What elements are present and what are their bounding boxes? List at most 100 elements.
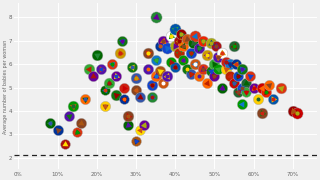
Point: [133, 77, 139, 80]
Point: [67, 114, 72, 117]
Point: [90, 75, 95, 77]
Point: [232, 44, 237, 47]
Point: [173, 44, 178, 47]
Point: [234, 63, 239, 66]
Point: [216, 68, 221, 70]
Point: [110, 63, 115, 66]
Point: [165, 75, 170, 77]
Point: [133, 89, 139, 91]
Point: [263, 91, 268, 94]
Point: [118, 51, 123, 54]
Point: [200, 68, 205, 70]
Point: [180, 58, 186, 61]
Point: [122, 98, 127, 101]
Point: [251, 86, 256, 89]
Point: [137, 128, 142, 131]
Point: [177, 39, 182, 42]
Point: [271, 98, 276, 101]
Point: [141, 124, 147, 127]
Point: [259, 112, 264, 115]
Point: [78, 121, 84, 124]
Point: [220, 51, 225, 54]
Point: [153, 75, 158, 77]
Point: [71, 105, 76, 108]
Point: [153, 75, 158, 77]
Point: [71, 105, 76, 108]
Y-axis label: Average number of babies per woman: Average number of babies per woman: [4, 39, 8, 134]
Point: [177, 51, 182, 54]
Point: [236, 91, 241, 94]
Point: [216, 56, 221, 59]
Point: [291, 110, 296, 112]
Point: [114, 75, 119, 77]
Point: [145, 51, 150, 54]
Point: [188, 51, 194, 54]
Point: [169, 60, 174, 63]
Point: [47, 121, 52, 124]
Point: [102, 89, 107, 91]
Point: [220, 86, 225, 89]
Point: [130, 65, 135, 68]
Point: [83, 98, 88, 101]
Point: [247, 75, 252, 77]
Point: [192, 35, 197, 38]
Point: [157, 44, 162, 47]
Point: [106, 82, 111, 84]
Point: [200, 68, 205, 70]
Point: [243, 91, 248, 94]
Point: [169, 35, 174, 38]
Point: [177, 39, 182, 42]
Point: [137, 96, 142, 98]
Point: [149, 84, 154, 87]
Point: [63, 142, 68, 145]
Point: [188, 72, 194, 75]
Point: [228, 75, 233, 77]
Point: [118, 51, 123, 54]
Point: [239, 68, 244, 70]
Point: [125, 124, 131, 127]
Point: [216, 68, 221, 70]
Point: [294, 112, 300, 115]
Point: [169, 60, 174, 63]
Point: [180, 58, 186, 61]
Point: [133, 89, 139, 91]
Point: [137, 96, 142, 98]
Point: [214, 44, 219, 47]
Point: [157, 70, 162, 73]
Point: [122, 86, 127, 89]
Point: [71, 105, 76, 108]
Point: [141, 124, 147, 127]
Point: [224, 60, 229, 63]
Point: [279, 86, 284, 89]
Point: [173, 65, 178, 68]
Point: [141, 124, 147, 127]
Point: [212, 63, 217, 66]
Point: [133, 77, 139, 80]
Point: [179, 32, 184, 35]
Point: [228, 63, 233, 66]
Point: [153, 58, 158, 61]
Point: [110, 63, 115, 66]
Point: [192, 63, 197, 66]
Point: [83, 98, 88, 101]
Point: [63, 142, 68, 145]
Point: [259, 112, 264, 115]
Point: [161, 82, 166, 84]
Point: [224, 68, 229, 70]
Point: [94, 53, 99, 56]
Point: [184, 37, 189, 40]
Point: [200, 39, 205, 42]
Point: [184, 68, 189, 70]
Point: [216, 56, 221, 59]
Point: [184, 68, 189, 70]
Point: [212, 63, 217, 66]
Point: [114, 93, 119, 96]
Point: [145, 51, 150, 54]
Point: [133, 140, 139, 143]
Point: [125, 114, 131, 117]
Point: [122, 98, 127, 101]
Point: [243, 82, 248, 84]
Point: [180, 44, 186, 47]
Point: [122, 98, 127, 101]
Point: [259, 86, 264, 89]
